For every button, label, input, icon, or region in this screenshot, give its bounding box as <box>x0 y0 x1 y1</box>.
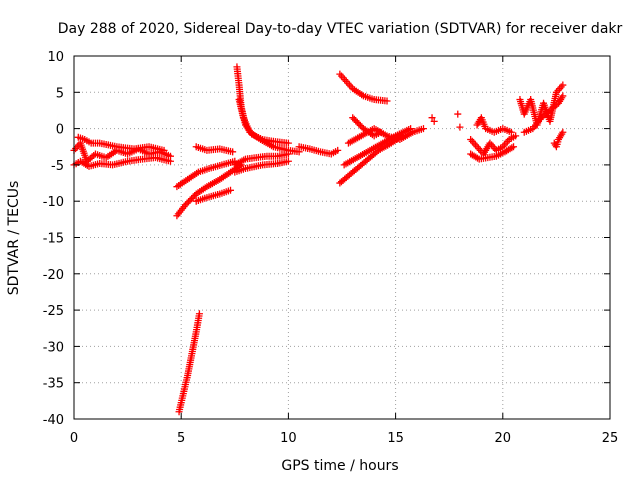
x-tick-label: 10 <box>280 431 297 446</box>
data-point <box>559 81 567 89</box>
y-tick-label: -25 <box>43 304 64 319</box>
y-tick-label: -10 <box>43 195 64 210</box>
y-tick-label: -20 <box>43 268 64 283</box>
x-tick-label: 5 <box>177 431 185 446</box>
series-early-morning-upper <box>74 133 168 154</box>
data-point <box>454 110 462 118</box>
series-early-morning-lower <box>70 154 174 170</box>
y-tick-label: -30 <box>43 340 64 355</box>
series-midday-band <box>192 143 237 156</box>
series-merge-lines <box>231 150 292 169</box>
data-point <box>507 128 515 136</box>
x-tick-label: 25 <box>602 431 619 446</box>
data-point <box>160 146 168 154</box>
data-point <box>181 201 189 209</box>
y-tick-label: 10 <box>47 50 64 65</box>
data-point <box>334 146 342 154</box>
y-tick-label: 5 <box>56 86 64 101</box>
series-rise-arc-1 <box>173 161 245 220</box>
data-point <box>428 114 436 122</box>
data-point <box>383 97 391 105</box>
series-evening-cluster-low <box>467 143 518 163</box>
x-tick-label: 15 <box>387 431 404 446</box>
series-afternoon-band <box>295 143 342 158</box>
data-point <box>355 120 363 128</box>
data-point <box>195 310 203 318</box>
data-point <box>186 196 194 204</box>
data-point <box>284 157 292 165</box>
data-point <box>188 195 196 203</box>
series-sparse-points <box>428 110 464 131</box>
x-tick-label: 20 <box>495 431 512 446</box>
series-evening-upper <box>473 114 515 136</box>
chart-title: Day 288 of 2020, Sidereal Day-to-day VTE… <box>58 21 623 37</box>
y-tick-label: -40 <box>43 413 64 428</box>
series-steep-drop <box>175 310 203 416</box>
data-point <box>350 115 358 123</box>
series-rise-arc-2 <box>173 157 239 191</box>
y-axis-label: SDTVAR / TECUs <box>6 181 22 296</box>
data-point <box>456 123 464 131</box>
data-point <box>430 117 438 125</box>
y-tick-label: -5 <box>51 159 64 174</box>
series-merge-lines-low <box>231 157 292 176</box>
data-point <box>356 121 364 129</box>
data-point <box>512 132 520 140</box>
y-tick-label: -35 <box>43 377 64 392</box>
data-point <box>377 128 385 136</box>
data-points <box>70 63 567 416</box>
series-rise-arc-3 <box>192 186 235 205</box>
y-tick-label: 0 <box>56 123 64 138</box>
data-point <box>183 199 191 207</box>
series-late-drop <box>550 128 567 151</box>
series-late-lower <box>520 92 567 136</box>
x-tick-label: 0 <box>70 431 78 446</box>
data-point <box>353 118 361 126</box>
series-evening-cluster <box>467 132 520 158</box>
series-decay-curve-upper <box>233 63 292 147</box>
y-tick-label: -15 <box>43 232 64 247</box>
data-point <box>189 193 197 201</box>
data-point <box>419 125 427 133</box>
data-point <box>284 139 292 147</box>
series-decay-curve-middle <box>235 96 303 156</box>
data-point <box>559 92 567 100</box>
data-point <box>284 150 292 158</box>
data-point <box>510 143 518 151</box>
series-upper-arc <box>349 114 385 140</box>
data-point <box>166 157 174 165</box>
data-point <box>352 117 360 125</box>
grid <box>74 56 610 419</box>
series-decay-curve-2 <box>336 70 391 105</box>
axis-ticks: 0 5 10 15 20 25 10 5 0 -5 -10 -15 -20 -25 -30 -35 -40 <box>43 50 619 446</box>
x-axis-label: GPS time / hours <box>281 458 398 474</box>
data-point <box>185 198 193 206</box>
data-point <box>349 114 357 122</box>
data-point <box>559 128 567 136</box>
data-point <box>229 148 237 156</box>
data-point <box>227 186 235 194</box>
